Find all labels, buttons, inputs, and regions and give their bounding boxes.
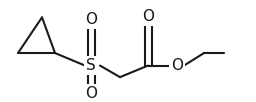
Text: O: O bbox=[171, 58, 183, 73]
Text: O: O bbox=[85, 86, 97, 101]
Text: O: O bbox=[142, 9, 154, 24]
Text: S: S bbox=[86, 58, 96, 73]
Text: O: O bbox=[85, 12, 97, 27]
